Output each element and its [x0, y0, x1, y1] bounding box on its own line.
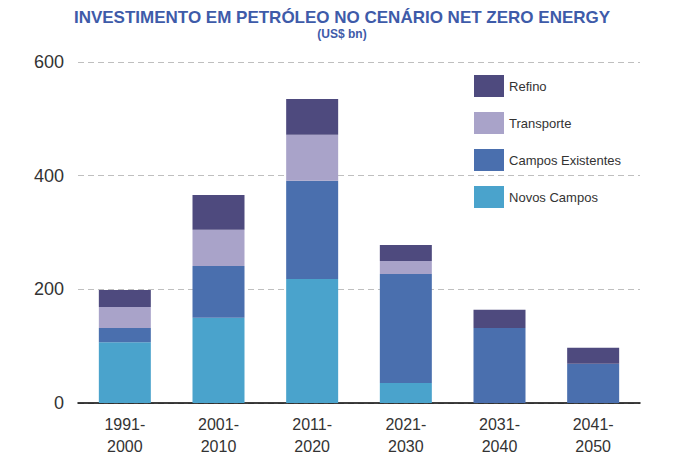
svg-text:2001-: 2001- [198, 416, 239, 433]
svg-text:2040: 2040 [482, 438, 518, 455]
svg-text:INVESTIMENTO EM PETRÓLEO NO CE: INVESTIMENTO EM PETRÓLEO NO CENÁRIO NET … [74, 8, 611, 27]
svg-text:(US$ bn): (US$ bn) [317, 27, 366, 41]
svg-text:2030: 2030 [388, 438, 424, 455]
svg-text:2011-: 2011- [292, 416, 332, 433]
svg-text:2021-: 2021- [385, 416, 426, 433]
svg-text:2010: 2010 [201, 438, 237, 455]
svg-text:2050: 2050 [575, 438, 611, 455]
svg-text:0: 0 [54, 393, 64, 413]
svg-text:Novos Campos: Novos Campos [509, 190, 598, 205]
svg-text:2000: 2000 [107, 438, 143, 455]
svg-text:Refino: Refino [509, 79, 547, 94]
svg-text:2041-: 2041- [573, 416, 614, 433]
svg-text:2020: 2020 [294, 438, 330, 455]
svg-text:2031-: 2031- [479, 416, 520, 433]
svg-text:Transporte: Transporte [509, 116, 571, 131]
svg-text:400: 400 [34, 166, 64, 186]
svg-text:600: 600 [34, 52, 64, 72]
svg-text:200: 200 [34, 279, 64, 299]
svg-text:1991-: 1991- [104, 416, 145, 433]
svg-text:Campos Existentes: Campos Existentes [509, 153, 621, 168]
